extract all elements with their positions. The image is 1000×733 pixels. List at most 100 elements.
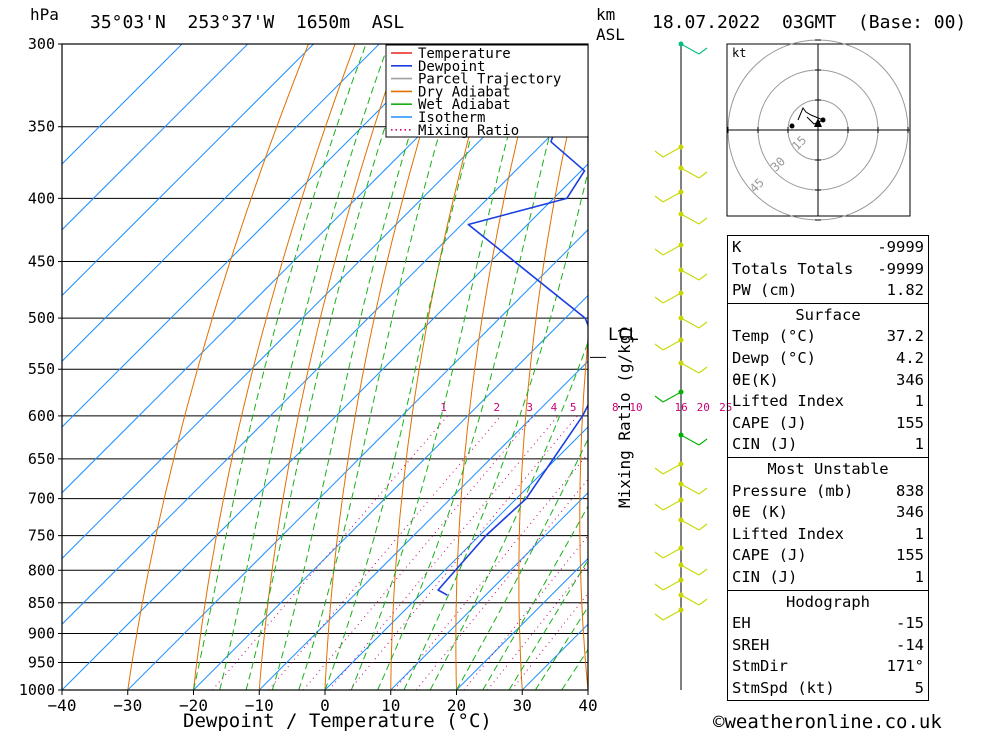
pressure-tick-label: 800 xyxy=(28,561,55,579)
lcl-label: LCL xyxy=(608,325,639,345)
wind-barb xyxy=(680,564,700,576)
mixing-ratio-label: 20 xyxy=(697,401,710,414)
pressure-tick-label: 650 xyxy=(28,450,55,468)
background-lines xyxy=(62,44,1000,690)
wet-adiabat-line xyxy=(219,44,390,690)
dry-adiabat-line xyxy=(193,44,356,690)
wind-barb-flag xyxy=(698,438,708,446)
dry-adiabat-line xyxy=(959,44,1000,690)
isotherm-line xyxy=(62,44,512,494)
pressure-tick-label: 900 xyxy=(28,624,55,642)
surface-row: Lifted Index 1 xyxy=(732,392,924,411)
hodograph-unit-label: kt xyxy=(732,46,746,60)
general-indices: K -9999 Totals Totals -9999 PW (cm) 1.82 xyxy=(728,236,928,304)
unstable-row: CIN (J) 1 xyxy=(732,567,924,586)
wind-barb xyxy=(680,43,700,55)
isotherm-line xyxy=(62,44,183,165)
wind-barb xyxy=(680,483,700,495)
wind-barb xyxy=(662,499,682,511)
isotherm-line xyxy=(62,163,588,690)
mixing-ratio-label: 25 xyxy=(719,401,732,414)
mixing-ratio-label: 3 xyxy=(526,401,533,414)
wind-barb xyxy=(680,594,700,606)
dry-adiabat-line xyxy=(579,333,588,690)
hodo-row: SREH -14 xyxy=(732,635,924,654)
most-unstable-indices: Most Unstable Pressure (mb) 838 θE (K) 346… xyxy=(728,458,928,591)
wind-barb-flag xyxy=(698,523,708,531)
pressure-tick-label: 1000 xyxy=(19,681,55,699)
index-row-totals: Totals Totals -9999 xyxy=(732,259,924,278)
wet-adiabat-line xyxy=(271,44,439,690)
wet-adiabat-line xyxy=(534,605,588,690)
wind-barb-flag xyxy=(698,321,708,329)
pressure-tick-label: 750 xyxy=(28,527,55,545)
wind-barb xyxy=(680,213,700,225)
surface-row: Dewp (°C) 4.2 xyxy=(732,348,924,367)
temperature-tick-label: 10 xyxy=(381,696,400,715)
wet-adiabat-line xyxy=(245,44,413,690)
pressure-tick-label: 600 xyxy=(28,407,55,425)
mixing-ratio-line xyxy=(328,415,559,690)
dry-adiabat-line xyxy=(518,44,588,690)
isotherm-line xyxy=(390,492,588,690)
wet-adiabat-line xyxy=(403,169,588,690)
wind-barb xyxy=(662,547,682,559)
asl-label: ASL xyxy=(596,25,625,44)
surface-indices: Surface Temp (°C) 37.2 Dewp (°C) 4.2 θE(K)… xyxy=(728,304,928,458)
wind-barb xyxy=(662,292,682,304)
wind-barb-flag xyxy=(654,195,664,203)
dewpoint-line xyxy=(437,44,588,596)
surface-row: Temp (°C) 37.2 xyxy=(732,327,924,346)
pressure-tick-label: 300 xyxy=(28,35,55,53)
isotherm-line xyxy=(62,44,446,428)
credit-text: ©weatheronline.co.uk xyxy=(713,711,942,733)
legend-label: Temperature xyxy=(418,46,511,62)
legend-label: Parcel Trajectory xyxy=(418,72,561,88)
wet-adiabat-line xyxy=(350,44,534,690)
wind-barb-flag xyxy=(654,248,664,256)
wind-barb-flag xyxy=(698,217,708,225)
mixing-ratio-label: 8 xyxy=(612,401,619,414)
surface-row: CIN (J) 1 xyxy=(732,435,924,454)
temperature-tick-label: −20 xyxy=(179,696,208,715)
wind-barb-flag xyxy=(654,551,664,559)
mixing-ratio-label: 4 xyxy=(551,401,558,414)
wind-barb-flag xyxy=(654,343,664,351)
wind-barb xyxy=(662,339,682,351)
index-row-pw: PW (cm) 1.82 xyxy=(732,281,924,300)
wet-adiabat-line xyxy=(508,559,588,690)
x-axis-label: Dewpoint / Temperature (°C) xyxy=(183,710,492,732)
mixing-ratio-label: 10 xyxy=(629,401,642,414)
temperature-tick-label: −30 xyxy=(113,696,142,715)
legend-label: Mixing Ratio xyxy=(418,123,519,139)
wind-barb-flag xyxy=(698,273,708,281)
temperature-tick-label: 30 xyxy=(513,696,532,715)
unstable-row: Pressure (mb) 838 xyxy=(732,481,924,500)
wind-barb-flag xyxy=(654,467,664,475)
wet-adiabat-line xyxy=(482,505,588,690)
index-row-k: K -9999 xyxy=(732,238,924,256)
isotherm-line xyxy=(62,44,380,362)
wind-barb-flag xyxy=(698,171,708,179)
unstable-row: θE (K) 346 xyxy=(732,503,924,522)
indices-table: K -9999 Totals Totals -9999 PW (cm) 1.82 Su… xyxy=(727,235,929,702)
wind-barb-flag xyxy=(654,503,664,511)
axes: 3003504004505005506006507007508008509009… xyxy=(19,35,606,715)
temperature-tick-label: −40 xyxy=(48,696,77,715)
mixing-ratio-line xyxy=(349,415,578,690)
wet-adiabat-line xyxy=(298,44,467,690)
mixing-ratio-labels: 1 2 3 4 5 8 10 16 20 25 xyxy=(440,401,732,414)
wind-barb-flag xyxy=(698,598,708,606)
dry-adiabat-line xyxy=(455,44,542,690)
surface-row: CAPE (J) 155 xyxy=(732,413,924,432)
isotherm-line xyxy=(456,557,588,690)
km-label: km xyxy=(596,5,615,24)
temperature-tick-label: 0 xyxy=(320,696,330,715)
wet-adiabat-line xyxy=(193,44,367,690)
wind-barb-flag xyxy=(654,583,664,591)
wind-barb xyxy=(662,146,682,158)
hodograph-point xyxy=(820,117,826,123)
hodo-row: StmDir 171° xyxy=(732,657,924,676)
